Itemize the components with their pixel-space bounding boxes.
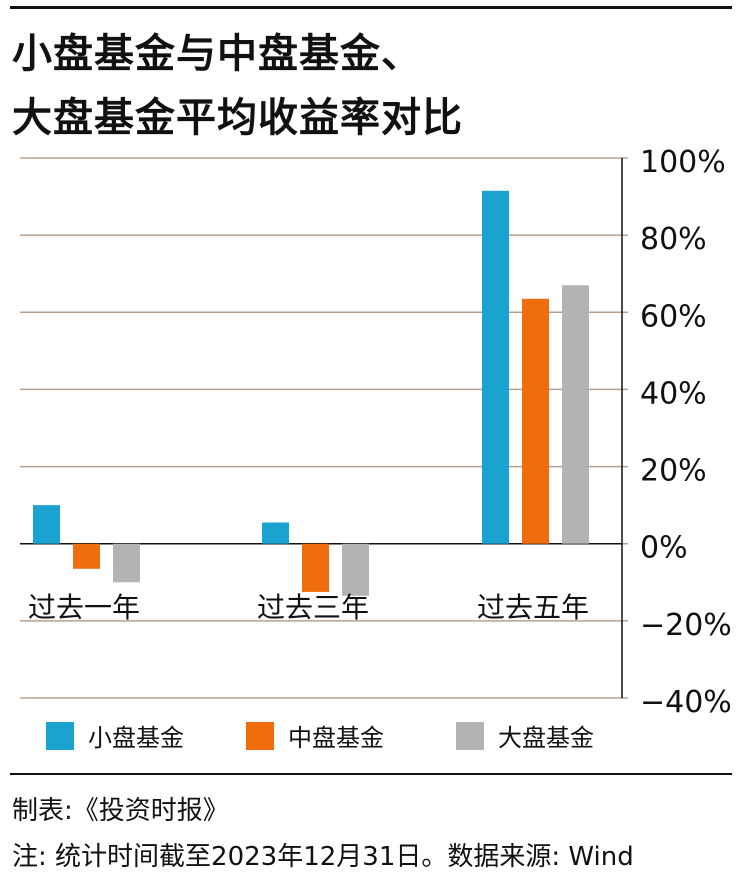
y-tick-label: 60% bbox=[640, 299, 707, 334]
y-tick-label: 100% bbox=[640, 145, 726, 180]
legend-swatch-large-cap bbox=[456, 721, 484, 750]
y-tick-label: −20% bbox=[640, 608, 732, 643]
source-note: 注: 统计时间截至2023年12月31日。数据来源: Wind bbox=[12, 842, 634, 872]
y-tick-label: 80% bbox=[640, 222, 707, 257]
bar bbox=[522, 298, 549, 544]
legend-swatch-mid-cap bbox=[246, 721, 274, 750]
category-label: 过去五年 bbox=[477, 591, 589, 624]
y-tick-label: −40% bbox=[640, 685, 732, 715]
legend-swatch-small-cap bbox=[46, 721, 74, 750]
legend-label-small-cap: 小盘基金 bbox=[88, 724, 184, 752]
bar-chart: 100% 80% 60% 40% 20% 0% −20% −40% 过去一年 过去三年 过去五年 bbox=[20, 145, 732, 715]
legend-item-large-cap: 大盘基金 bbox=[456, 718, 594, 753]
legend-item-mid-cap: 中盘基金 bbox=[246, 718, 384, 753]
chart-title-line-1: 小盘基金与中盘基金、 bbox=[12, 31, 422, 77]
y-tick-label: 0% bbox=[640, 531, 688, 566]
bar bbox=[562, 285, 589, 544]
bar bbox=[342, 543, 369, 596]
legend-label-large-cap: 大盘基金 bbox=[498, 724, 594, 752]
bar bbox=[262, 522, 289, 544]
chart-title-line-2: 大盘基金平均收益率对比 bbox=[12, 95, 463, 141]
category-label: 过去三年 bbox=[257, 591, 369, 624]
bar bbox=[73, 543, 100, 569]
top-rule bbox=[10, 6, 732, 9]
y-tick-label: 40% bbox=[640, 376, 707, 411]
legend-label-mid-cap: 中盘基金 bbox=[288, 724, 384, 752]
bar bbox=[482, 190, 509, 544]
bar bbox=[33, 505, 60, 544]
category-label: 过去一年 bbox=[28, 591, 140, 624]
producer-credit: 制表:《投资时报》 bbox=[12, 796, 229, 826]
bar bbox=[113, 543, 140, 583]
legend-item-small-cap: 小盘基金 bbox=[46, 718, 184, 753]
bottom-rule bbox=[10, 773, 732, 775]
y-tick-label: 20% bbox=[640, 454, 707, 489]
bar bbox=[302, 543, 329, 592]
